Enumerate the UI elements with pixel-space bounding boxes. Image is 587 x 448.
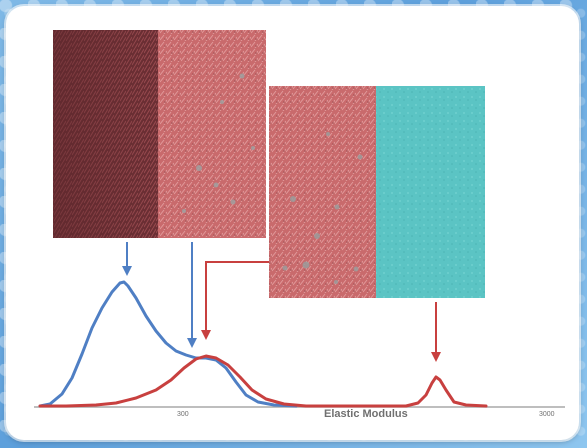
right-micrograph [269,86,485,298]
red-distribution-curve [38,354,488,408]
red-arrow-middle [201,261,269,340]
blue-distribution-curve [38,280,298,408]
x-tick-label-300: 300 [177,411,189,418]
blue-arrow-middle [187,242,197,348]
figure-card: 300 Elastic Modulus 3000 [6,6,579,440]
x-axis-title: Elastic Modulus [324,408,408,420]
blue-arrow-left [122,242,132,276]
left-micrograph [53,30,266,238]
red-arrow-right [431,302,441,362]
figure-canvas [34,30,565,408]
x-tick-label-3000: 3000 [539,411,555,418]
